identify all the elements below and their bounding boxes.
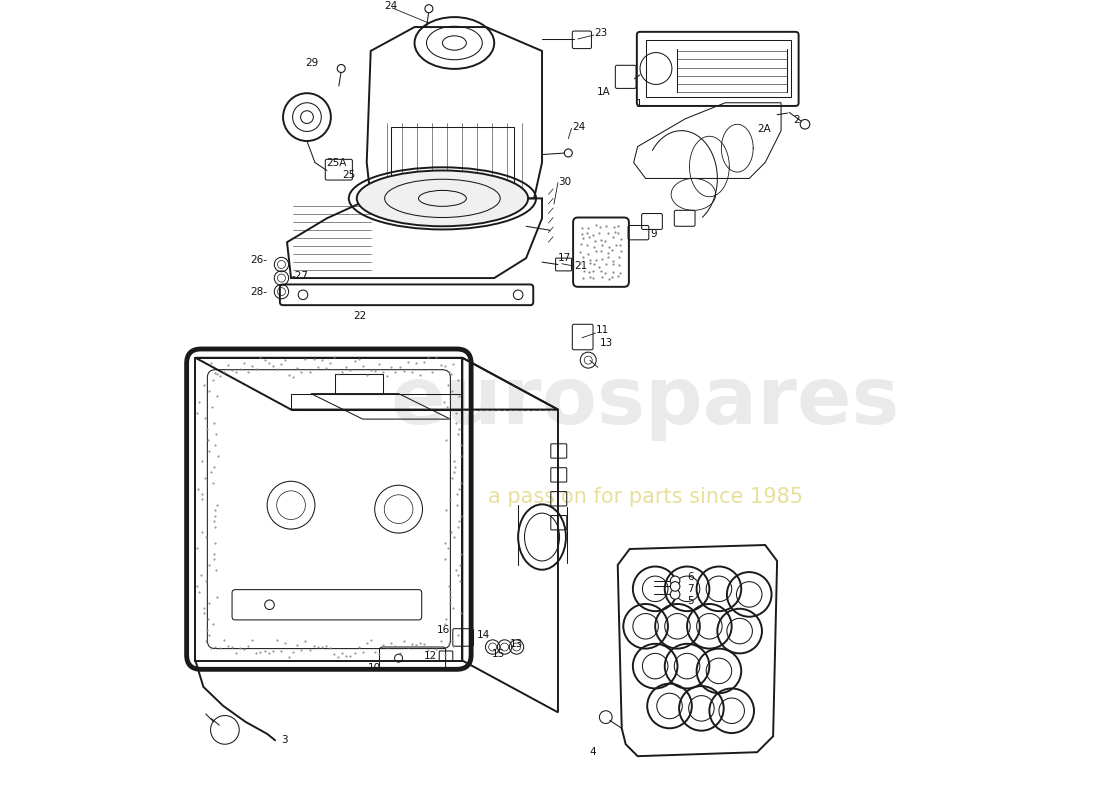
Text: 1: 1: [636, 99, 642, 110]
Text: 15: 15: [492, 649, 505, 659]
Text: 16: 16: [437, 626, 450, 635]
Text: 7: 7: [686, 584, 693, 594]
Text: 12: 12: [424, 650, 437, 661]
Text: 2: 2: [793, 115, 800, 126]
Circle shape: [425, 5, 433, 13]
Text: 2A: 2A: [757, 124, 771, 134]
Circle shape: [338, 65, 345, 73]
Text: 14: 14: [476, 630, 490, 640]
Circle shape: [670, 582, 680, 591]
Circle shape: [670, 590, 680, 599]
Text: 25: 25: [342, 170, 355, 180]
Text: a passion for parts since 1985: a passion for parts since 1985: [488, 487, 803, 507]
Text: 3: 3: [280, 735, 287, 746]
Text: eurospares: eurospares: [390, 362, 901, 441]
Text: 21: 21: [574, 261, 587, 271]
Text: 29: 29: [306, 58, 319, 68]
Text: 25A: 25A: [327, 158, 346, 167]
Text: 6: 6: [686, 572, 693, 582]
Text: 1A: 1A: [597, 87, 611, 98]
Text: 13: 13: [510, 639, 524, 649]
Text: 22: 22: [353, 311, 366, 322]
Text: 30: 30: [558, 178, 571, 187]
Ellipse shape: [356, 170, 528, 226]
Text: 23: 23: [594, 29, 607, 38]
Text: 13: 13: [600, 338, 613, 348]
Text: 9: 9: [650, 230, 657, 239]
Text: 5: 5: [686, 596, 693, 606]
Text: 4: 4: [590, 747, 596, 757]
Text: -27: -27: [292, 270, 308, 281]
Circle shape: [670, 576, 680, 586]
Text: 10: 10: [367, 662, 381, 673]
Circle shape: [564, 149, 572, 157]
Circle shape: [800, 119, 810, 129]
Text: 24: 24: [384, 1, 397, 10]
Text: 28-: 28-: [250, 286, 267, 297]
Text: 11: 11: [595, 325, 608, 335]
Text: 26-: 26-: [250, 254, 267, 265]
Text: 17: 17: [559, 253, 572, 263]
Text: 24: 24: [572, 122, 585, 132]
